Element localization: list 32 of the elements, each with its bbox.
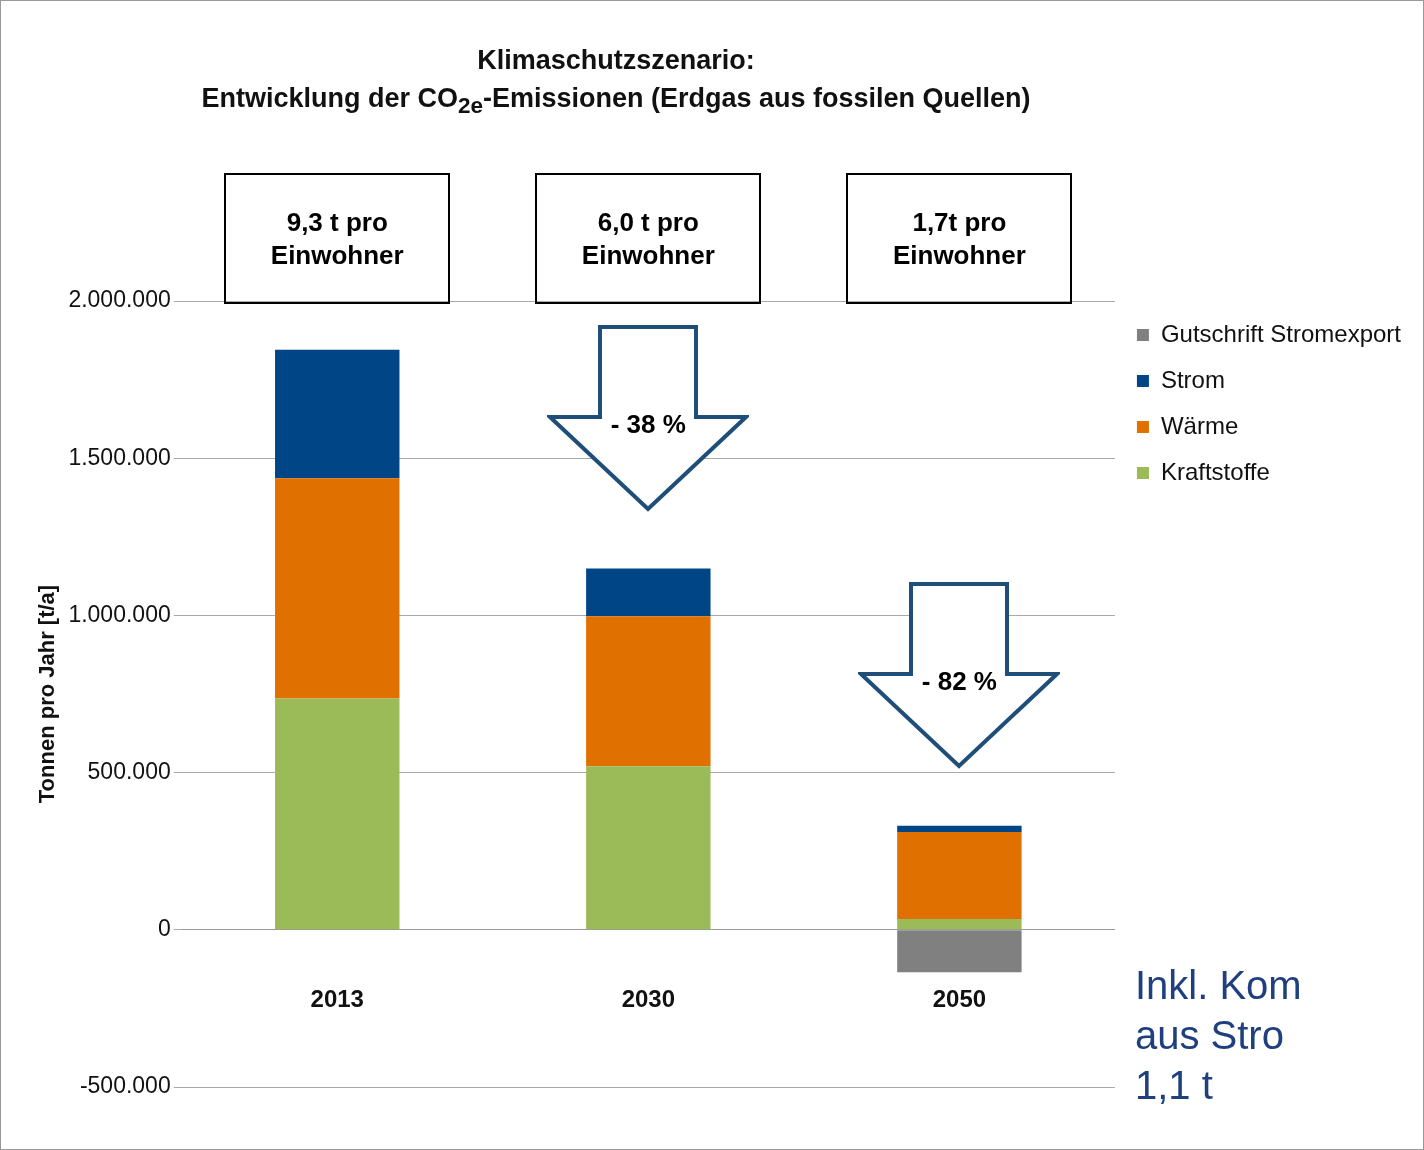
y-tick-label: 1.500.000 [68,443,171,470]
chart-subtitle: Entwicklung der CO$_{2e}$-Emissionen (Erdgas aus fossilen Quellen) [200,82,1032,121]
legend-label: Gutschrift Stromexport [1160,319,1402,347]
annotation: - 38 % [609,408,687,440]
y-tick-label: 0 [157,915,171,942]
bar [897,832,1022,920]
x-tick-label: 2013 [310,984,364,1012]
legend-label: Kraftstoffe [1160,457,1270,485]
bar [275,349,400,479]
annotation: - 82 % [920,665,998,697]
legend-label: Wärme [1160,411,1239,439]
x-tick-label: 2050 [932,984,987,1012]
bar [897,919,1022,930]
legend-label: Strom [1160,365,1225,393]
x-tick-label: 2030 [621,984,676,1012]
bar [897,930,1022,973]
y-tick-label: 1.000.000 [68,600,171,627]
y-axis-title: Tonnen pro Jahr [t/a] [34,584,60,804]
bar [275,478,400,699]
bar [586,568,711,617]
bar [586,766,711,930]
text-frame: 9,3 t pro Einwohner [224,173,451,304]
bar [275,698,400,930]
y-tick-label: -500.000 [79,1072,171,1099]
text-frame: 1,7t pro Einwohner [846,173,1073,304]
y-tick-label: 2.000.000 [68,286,171,313]
text: Inkl. Kom aus Stro 1,1 t [1134,961,1303,1109]
bar [586,616,711,767]
y-tick-label: 500.000 [87,757,171,784]
chart-title: Klimaschutzszenario: [476,44,756,77]
text-frame: 6,0 t pro Einwohner [535,173,762,304]
bar [897,825,1022,833]
